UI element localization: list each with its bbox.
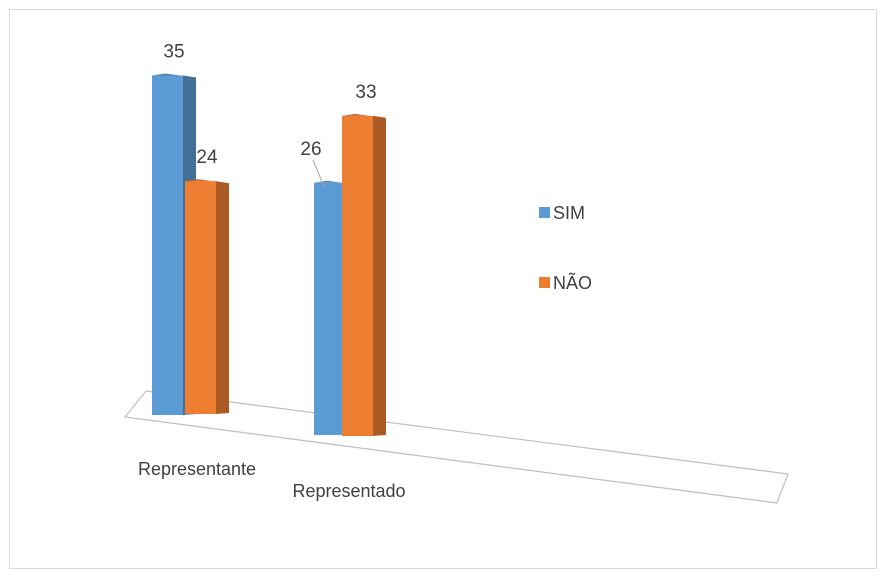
bar-side [216,181,229,414]
bar-sim-representado [314,182,345,435]
category-axis-layer: Representante Representado [138,459,406,501]
data-label-leader-line [312,159,325,187]
bar-não-representante [185,181,216,414]
bars-layer [152,73,386,437]
legend: SIM NÃO [539,203,592,293]
legend-label: NÃO [553,272,592,293]
category-label-representado: Representado [292,481,405,501]
data-label: 24 [196,147,218,168]
legend-swatch-não [539,277,550,288]
data-label: 35 [163,42,184,63]
data-label: 33 [355,82,376,103]
chart-floor [123,390,789,504]
data-labels-layer: 35 24 26 33 [163,42,377,187]
legend-label: SIM [553,203,585,223]
bar-side [373,115,386,437]
data-label: 26 [300,139,321,160]
category-label-representante: Representante [138,459,256,479]
bar-sim-representante [152,75,183,415]
chart-svg: 35 24 26 33 Representante Representado SIM NÃ… [123,42,789,504]
chart-frame: 35 24 26 33 Representante Representado SIM NÃ… [9,9,877,569]
legend-swatch-sim [539,207,550,218]
bar-não-representado [342,115,373,437]
